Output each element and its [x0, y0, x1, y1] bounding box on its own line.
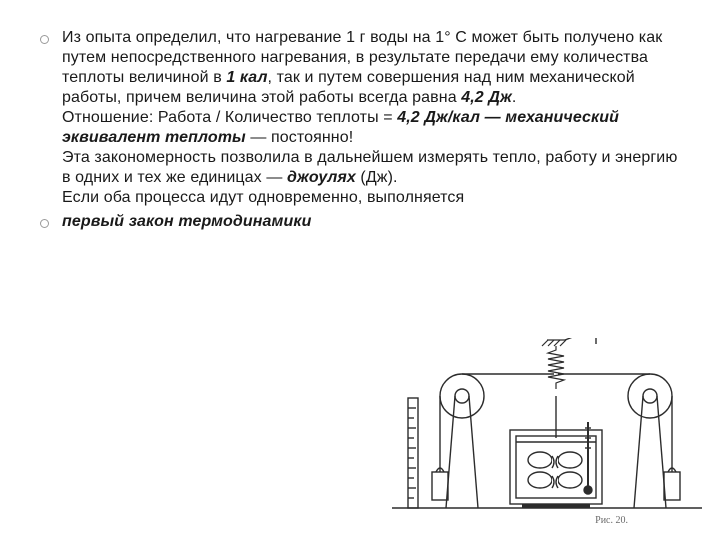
- emphasis-1cal: 1 кал: [226, 69, 267, 86]
- paragraph-3: Эта закономерность позволила в дальнейше…: [62, 148, 680, 188]
- text: .: [512, 89, 517, 106]
- paragraph-1: Из опыта определил, что нагревание 1 г в…: [62, 28, 680, 108]
- apparatus-figure: Рис. 20.: [392, 338, 702, 528]
- bullet-item-1: Из опыта определил, что нагревание 1 г в…: [40, 28, 680, 208]
- emphasis-joules: джоулях: [287, 169, 356, 186]
- slide-content: Из опыта определил, что нагревание 1 г в…: [0, 0, 720, 232]
- emphasis-4-2j: 4,2 Дж: [461, 89, 512, 106]
- paragraph-2: Отношение: Работа / Количество теплоты =…: [62, 108, 680, 148]
- bullet-list: Из опыта определил, что нагревание 1 г в…: [40, 28, 680, 232]
- text: Если оба процесса идут одновременно, вып…: [62, 189, 464, 206]
- figure-caption: Рис. 20.: [595, 515, 628, 526]
- first-law-label: первый закон термодинамики: [62, 212, 680, 232]
- apparatus-svg: [392, 338, 702, 528]
- bullet-item-2: первый закон термодинамики: [40, 212, 680, 232]
- paragraph-4: Если оба процесса идут одновременно, вып…: [62, 188, 680, 208]
- text: — постоянно!: [246, 129, 353, 146]
- text: (Дж).: [356, 169, 398, 186]
- text: Отношение: Работа / Количество теплоты =: [62, 109, 397, 126]
